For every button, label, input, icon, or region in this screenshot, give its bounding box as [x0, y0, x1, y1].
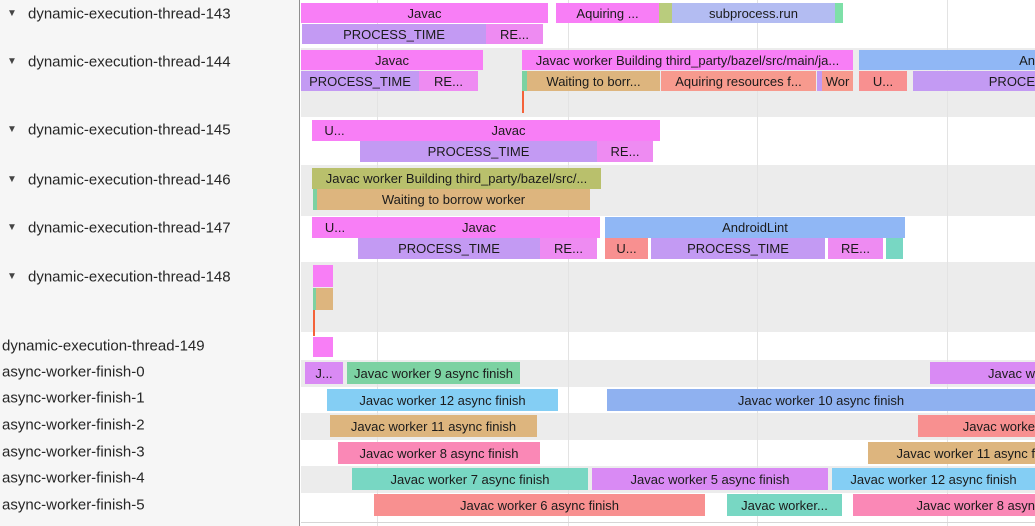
- expand-triangle-icon[interactable]: ▼: [7, 124, 17, 135]
- slice-sliver[interactable]: [313, 288, 316, 310]
- slice-j[interactable]: J...: [305, 362, 343, 384]
- track-name-label: dynamic-execution-thread-145: [28, 121, 231, 139]
- sidebar-item-dynamic-execution-thread-146[interactable]: ▼ dynamic-execution-thread-146: [0, 168, 300, 192]
- track-name-label: dynamic-execution-thread-148: [28, 268, 231, 286]
- slice-sliver[interactable]: [313, 189, 317, 210]
- track-background-band: [301, 262, 1035, 332]
- slice-javac[interactable]: Javac: [358, 217, 600, 238]
- slice-sliver[interactable]: [316, 288, 333, 310]
- sidebar-item-async-worker-finish-1[interactable]: async-worker-finish-1: [0, 386, 300, 410]
- slice-proce[interactable]: PROCE: [913, 71, 1035, 91]
- track-name-label: async-worker-finish-4: [2, 469, 145, 487]
- sidebar-item-dynamic-execution-thread-149[interactable]: dynamic-execution-thread-149: [0, 334, 300, 358]
- slice-javac-worker-building-third-party-bazel-src-main-ja[interactable]: Javac worker Building third_party/bazel/…: [522, 50, 853, 70]
- track-name-sidebar: ▼ dynamic-execution-thread-143 ▼ dynamic-ex…: [0, 0, 300, 526]
- time-gridline: [377, 0, 378, 526]
- slice-javac-worker-6-async-finish[interactable]: Javac worker 6 async finish: [374, 494, 705, 516]
- sidebar-item-async-worker-finish-2[interactable]: async-worker-finish-2: [0, 413, 300, 437]
- expand-triangle-icon[interactable]: ▼: [7, 8, 17, 19]
- slice-javac-worker-5-async-finish[interactable]: Javac worker 5 async finish: [592, 468, 828, 490]
- sidebar-item-async-worker-finish-3[interactable]: async-worker-finish-3: [0, 440, 300, 464]
- expand-triangle-icon[interactable]: ▼: [7, 271, 17, 282]
- sidebar-item-dynamic-execution-thread-143[interactable]: ▼ dynamic-execution-thread-143: [0, 2, 300, 26]
- sidebar-item-async-worker-finish-5[interactable]: async-worker-finish-5: [0, 493, 300, 517]
- expand-triangle-icon[interactable]: ▼: [7, 56, 17, 67]
- track-name-label: dynamic-execution-thread-144: [28, 53, 231, 71]
- slice-wor[interactable]: Wor: [822, 71, 853, 91]
- slice-javac-w[interactable]: Javac w: [930, 362, 1035, 384]
- tiny-slice-tick[interactable]: [522, 91, 524, 113]
- slice-javac-worke[interactable]: Javac worke: [918, 415, 1035, 437]
- slice-javac-worker-11-async-f[interactable]: Javac worker 11 async f: [868, 442, 1035, 464]
- time-gridline: [947, 0, 948, 526]
- sidebar-item-dynamic-execution-thread-147[interactable]: ▼ dynamic-execution-thread-147: [0, 216, 300, 240]
- track-name-label: async-worker-finish-1: [2, 389, 145, 407]
- slice-process-time[interactable]: PROCESS_TIME: [302, 24, 486, 44]
- time-gridline: [568, 0, 569, 526]
- slice-sliver[interactable]: [313, 337, 333, 357]
- slice-sliver[interactable]: [886, 238, 903, 259]
- slice-sliver[interactable]: [817, 71, 822, 91]
- slice-waiting-to-borrow-worker[interactable]: Waiting to borrow worker: [317, 189, 590, 210]
- tiny-slice-tick[interactable]: [313, 310, 315, 336]
- expand-triangle-icon[interactable]: ▼: [7, 174, 17, 185]
- slice-javac-worker-12-async-finish[interactable]: Javac worker 12 async finish: [832, 468, 1035, 490]
- slice-javac-worker-11-async-finish[interactable]: Javac worker 11 async finish: [330, 415, 537, 437]
- slice-process-time[interactable]: PROCESS_TIME: [358, 238, 540, 259]
- slice-sliver[interactable]: [313, 265, 333, 287]
- track-name-label: async-worker-finish-0: [2, 363, 145, 381]
- slice-re[interactable]: RE...: [828, 238, 883, 259]
- sidebar-item-async-worker-finish-4[interactable]: async-worker-finish-4: [0, 466, 300, 490]
- sidebar-item-async-worker-finish-0[interactable]: async-worker-finish-0: [0, 360, 300, 384]
- slice-aquiring[interactable]: Aquiring ...: [556, 3, 659, 23]
- track-name-label: async-worker-finish-5: [2, 496, 145, 514]
- slice-javac-worker[interactable]: Javac worker...: [727, 494, 842, 516]
- slice-re[interactable]: RE...: [419, 71, 478, 91]
- sidebar-item-dynamic-execution-thread-144[interactable]: ▼ dynamic-execution-thread-144: [0, 50, 300, 74]
- slice-u[interactable]: U...: [312, 217, 358, 238]
- slice-re[interactable]: RE...: [540, 238, 597, 259]
- slice-u[interactable]: U...: [859, 71, 907, 91]
- slice-javac-worker-building-third-party-bazel-src[interactable]: Javac worker Building third_party/bazel/…: [312, 168, 601, 189]
- slice-javac-worker-10-async-finish[interactable]: Javac worker 10 async finish: [607, 389, 1035, 411]
- slice-androidlint[interactable]: AndroidLint: [605, 217, 905, 238]
- slice-javac-worker-7-async-finish[interactable]: Javac worker 7 async finish: [352, 468, 588, 490]
- slice-javac-worker-8-asyn[interactable]: Javac worker 8 asyn: [853, 494, 1035, 516]
- track-name-label: dynamic-execution-thread-147: [28, 219, 231, 237]
- track-name-label: dynamic-execution-thread-149: [2, 337, 205, 355]
- slice-process-time[interactable]: PROCESS_TIME: [360, 141, 597, 162]
- slice-re[interactable]: RE...: [486, 24, 543, 44]
- slice-javac-worker-12-async-finish[interactable]: Javac worker 12 async finish: [327, 389, 558, 411]
- slice-javac-worker-9-async-finish[interactable]: Javac worker 9 async finish: [347, 362, 520, 384]
- slice-sliver[interactable]: [835, 3, 843, 23]
- slice-sliver[interactable]: [659, 3, 672, 23]
- sidebar-item-dynamic-execution-thread-145[interactable]: ▼ dynamic-execution-thread-145: [0, 118, 300, 142]
- slice-subprocess-run[interactable]: subprocess.run: [672, 3, 835, 23]
- slice-u[interactable]: U...: [605, 238, 648, 259]
- slice-javac[interactable]: Javac: [301, 50, 483, 70]
- sidebar-item-dynamic-execution-thread-148[interactable]: ▼ dynamic-execution-thread-148: [0, 265, 300, 289]
- track-divider-line: [301, 522, 1035, 523]
- track-name-label: dynamic-execution-thread-143: [28, 5, 231, 23]
- expand-triangle-icon[interactable]: ▼: [7, 222, 17, 233]
- time-gridline: [757, 0, 758, 526]
- track-name-label: async-worker-finish-3: [2, 443, 145, 461]
- slice-aquiring-resources-f[interactable]: Aquiring resources f...: [661, 71, 816, 91]
- track-name-label: dynamic-execution-thread-146: [28, 171, 231, 189]
- slice-javac[interactable]: Javac: [357, 120, 660, 141]
- slice-u[interactable]: U...: [312, 120, 357, 141]
- slice-an[interactable]: An: [859, 50, 1035, 70]
- slice-javac[interactable]: Javac: [301, 3, 548, 23]
- track-name-label: async-worker-finish-2: [2, 416, 145, 434]
- slice-javac-worker-8-async-finish[interactable]: Javac worker 8 async finish: [338, 442, 540, 464]
- slice-re[interactable]: RE...: [597, 141, 653, 162]
- slice-waiting-to-borr[interactable]: Waiting to borr...: [527, 71, 660, 91]
- slice-process-time[interactable]: PROCESS_TIME: [651, 238, 825, 259]
- timeline-canvas[interactable]: Javac Aquiring ... subprocess.run PROCESS_T…: [301, 0, 1035, 526]
- slice-process-time[interactable]: PROCESS_TIME: [301, 71, 419, 91]
- slice-sliver[interactable]: [522, 71, 527, 91]
